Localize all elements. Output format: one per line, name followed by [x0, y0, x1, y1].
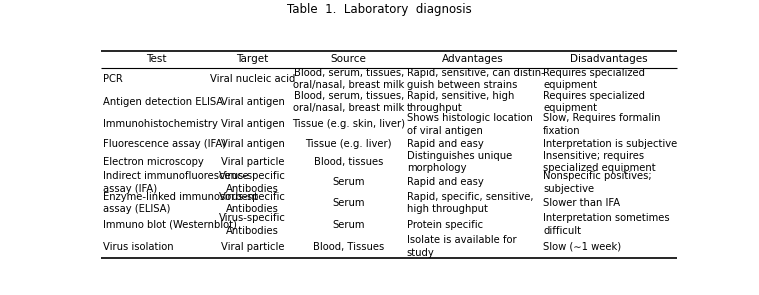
Text: Blood, serum, tissues,
oral/nasal, breast milk: Blood, serum, tissues, oral/nasal, breas… — [293, 91, 405, 113]
Text: Slower than IFA: Slower than IFA — [543, 198, 620, 208]
Text: Immuno blot (Westernblot): Immuno blot (Westernblot) — [103, 219, 237, 230]
Text: Virus isolation: Virus isolation — [103, 242, 174, 252]
Text: Tissue (e.g. skin, liver): Tissue (e.g. skin, liver) — [292, 119, 405, 130]
Text: Virus-specific
Antibodies: Virus-specific Antibodies — [219, 213, 286, 236]
Text: Distinguishes unique
morphology: Distinguishes unique morphology — [407, 151, 512, 173]
Text: Rapid and easy: Rapid and easy — [407, 139, 483, 149]
Text: Nonspecific positives;
subjective: Nonspecific positives; subjective — [543, 171, 652, 194]
Text: Virus-specific
Antibodies: Virus-specific Antibodies — [219, 192, 286, 214]
Text: Slow, Requires formalin
fixation: Slow, Requires formalin fixation — [543, 113, 660, 136]
Text: Blood, tissues: Blood, tissues — [314, 157, 383, 167]
Text: Requires specialized
equipment: Requires specialized equipment — [543, 68, 645, 90]
Text: Protein specific: Protein specific — [407, 219, 483, 230]
Text: Viral particle: Viral particle — [221, 242, 285, 252]
Text: Advantages: Advantages — [442, 55, 503, 65]
Text: Viral nucleic acid: Viral nucleic acid — [210, 74, 295, 84]
Text: Tissue (e.g. liver): Tissue (e.g. liver) — [305, 139, 392, 149]
Text: Shows histologic location
of viral antigen: Shows histologic location of viral antig… — [407, 113, 533, 136]
Text: Requires specialized
equipment: Requires specialized equipment — [543, 91, 645, 113]
Text: Viral antigen: Viral antigen — [221, 97, 285, 107]
Text: Enzyme-linked immunosorbent
assay (ELISA): Enzyme-linked immunosorbent assay (ELISA… — [103, 192, 258, 214]
Text: Antigen detection ELISA: Antigen detection ELISA — [103, 97, 223, 107]
Text: Isolate is available for
study: Isolate is available for study — [407, 235, 516, 258]
Text: Interpretation is subjective: Interpretation is subjective — [543, 139, 678, 149]
Text: Rapid, specific, sensitive,
high throughput: Rapid, specific, sensitive, high through… — [407, 192, 534, 214]
Text: Rapid and easy: Rapid and easy — [407, 177, 483, 187]
Text: Slow (∼1 week): Slow (∼1 week) — [543, 242, 622, 252]
Text: Viral antigen: Viral antigen — [221, 119, 285, 130]
Text: Viral antigen: Viral antigen — [221, 139, 285, 149]
Text: PCR: PCR — [103, 74, 123, 84]
Text: Table  1.  Laboratory  diagnosis: Table 1. Laboratory diagnosis — [287, 3, 472, 16]
Text: Immunohistochemistry: Immunohistochemistry — [103, 119, 218, 130]
Text: Fluorescence assay (IFA): Fluorescence assay (IFA) — [103, 139, 226, 149]
Text: Target: Target — [237, 55, 269, 65]
Text: Serum: Serum — [332, 198, 365, 208]
Text: Blood, serum, tissues,
oral/nasal, breast milk: Blood, serum, tissues, oral/nasal, breas… — [293, 68, 405, 90]
Text: Serum: Serum — [332, 219, 365, 230]
Text: Source: Source — [331, 55, 367, 65]
Text: Rapid, sensitive, high
throughput: Rapid, sensitive, high throughput — [407, 91, 514, 113]
Text: Disadvantages: Disadvantages — [570, 55, 648, 65]
Text: Blood, Tissues: Blood, Tissues — [313, 242, 384, 252]
Text: Electron microscopy: Electron microscopy — [103, 157, 204, 167]
Text: Viral particle: Viral particle — [221, 157, 285, 167]
Text: Serum: Serum — [332, 177, 365, 187]
Text: Indirect immunofluorescence
assay (IFA): Indirect immunofluorescence assay (IFA) — [103, 171, 249, 194]
Text: Rapid, sensitive, can distin-
guish between strains: Rapid, sensitive, can distin- guish betw… — [407, 68, 545, 90]
Text: Virus-specific
Antibodies: Virus-specific Antibodies — [219, 171, 286, 194]
Text: Interpretation sometimes
difficult: Interpretation sometimes difficult — [543, 213, 670, 236]
Text: Test: Test — [146, 55, 167, 65]
Text: Insensitive; requires
specialized equipment: Insensitive; requires specialized equipm… — [543, 151, 656, 173]
